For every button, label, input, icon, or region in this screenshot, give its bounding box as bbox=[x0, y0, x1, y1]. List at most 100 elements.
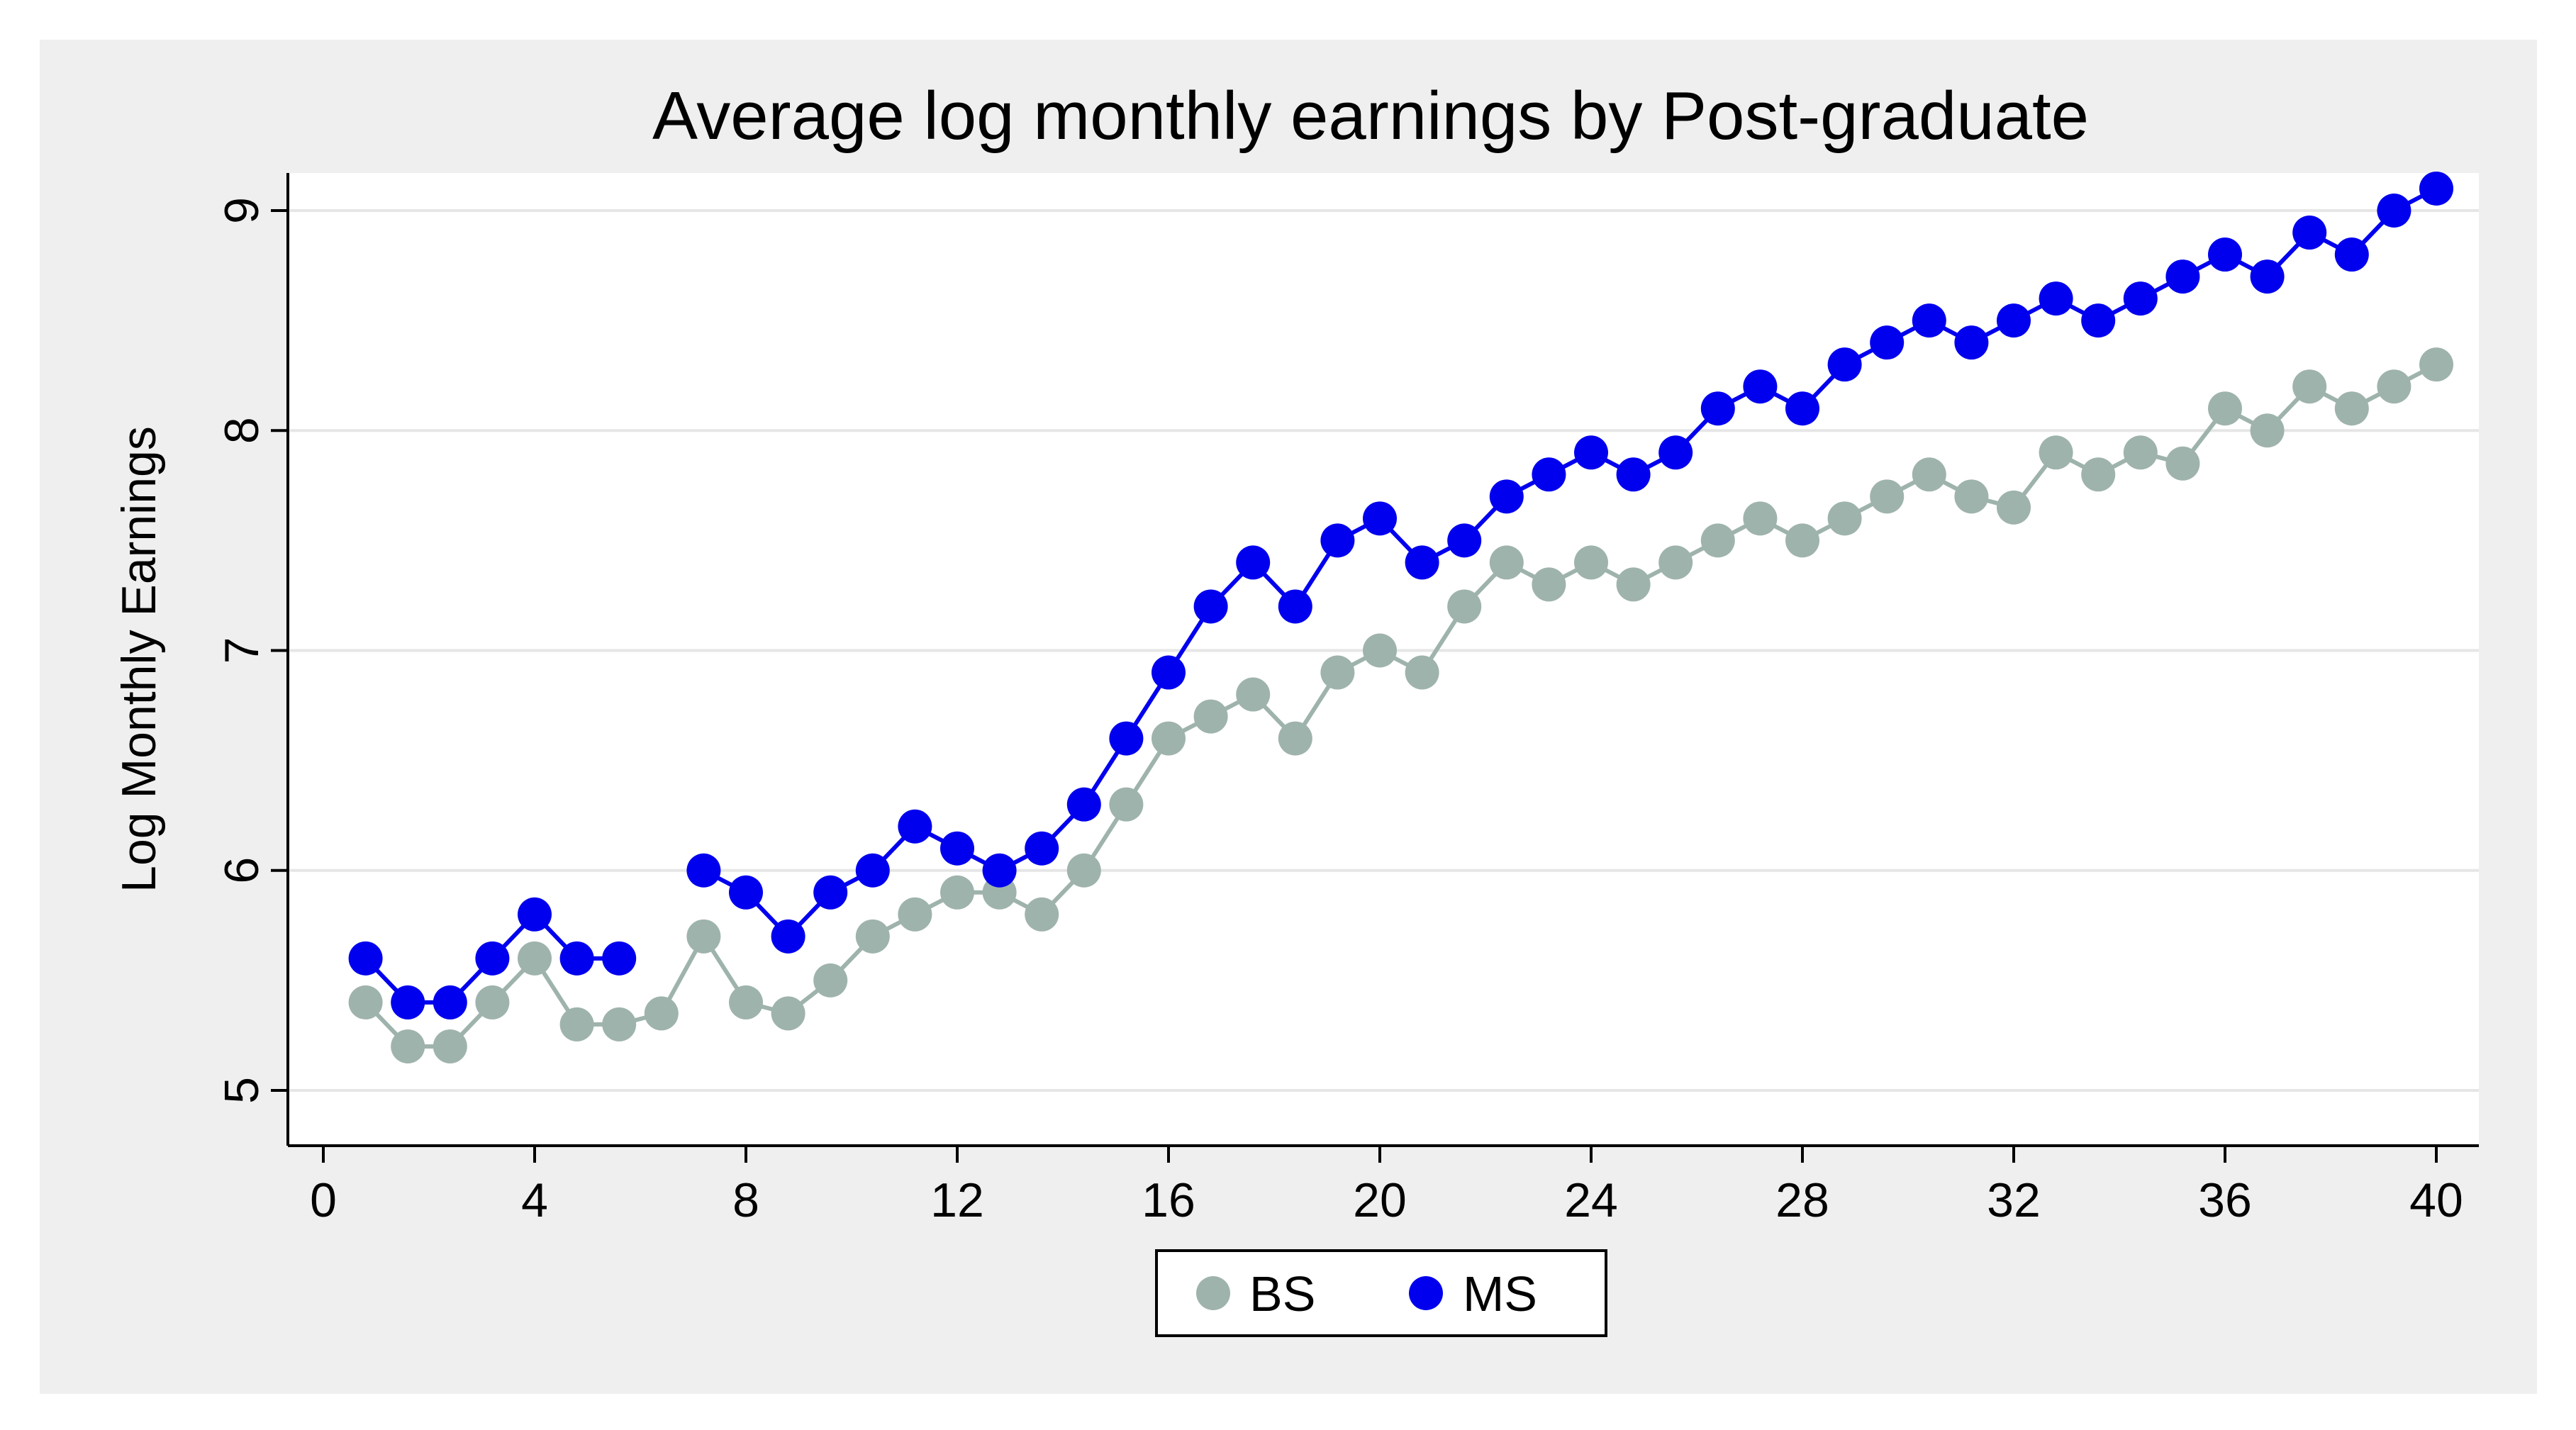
legend: BS MS bbox=[1155, 1249, 1607, 1337]
data-point-bs bbox=[1785, 523, 1819, 558]
x-tick-label: 4 bbox=[521, 1173, 548, 1227]
data-point-ms bbox=[391, 985, 425, 1020]
data-point-bs bbox=[348, 985, 383, 1020]
data-point-ms bbox=[2123, 281, 2158, 316]
data-point-ms bbox=[1658, 435, 1693, 470]
data-point-bs bbox=[1236, 677, 1271, 712]
data-point-ms bbox=[1109, 721, 1144, 756]
data-point-bs bbox=[644, 996, 679, 1031]
data-point-ms bbox=[982, 853, 1017, 888]
legend-box bbox=[1155, 1249, 1607, 1337]
data-point-ms bbox=[1152, 655, 1186, 690]
data-point-bs bbox=[1827, 501, 1862, 536]
data-point-bs bbox=[433, 1029, 467, 1063]
data-point-ms bbox=[855, 853, 890, 888]
legend-label-bs: BS bbox=[1249, 1266, 1315, 1322]
y-tick-label: 8 bbox=[215, 417, 269, 444]
x-tick-label: 40 bbox=[2409, 1173, 2463, 1227]
data-point-ms bbox=[1532, 457, 1566, 492]
data-point-ms bbox=[1827, 347, 1862, 382]
data-point-bs bbox=[1278, 721, 1312, 756]
data-point-ms bbox=[1320, 523, 1355, 558]
legend-marker-bs bbox=[1196, 1276, 1230, 1310]
data-point-ms bbox=[2165, 259, 2200, 294]
data-point-bs bbox=[686, 919, 721, 954]
data-point-bs bbox=[898, 897, 932, 932]
x-tick-label: 8 bbox=[732, 1173, 759, 1227]
data-point-ms bbox=[1954, 325, 1989, 360]
y-tick-label: 7 bbox=[215, 637, 269, 664]
data-point-ms bbox=[1700, 391, 1735, 426]
data-point-bs bbox=[1616, 567, 1651, 602]
legend-label-ms: MS bbox=[1463, 1266, 1537, 1322]
data-point-ms bbox=[1447, 523, 1482, 558]
data-point-bs bbox=[2250, 413, 2285, 448]
data-point-bs bbox=[1193, 699, 1228, 734]
x-tick-label: 0 bbox=[310, 1173, 337, 1227]
data-point-bs bbox=[1405, 655, 1439, 690]
data-point-ms bbox=[729, 875, 763, 910]
chart: Average log monthly earnings by Post-gra… bbox=[112, 78, 2479, 1337]
data-point-ms bbox=[1363, 501, 1397, 536]
data-point-bs bbox=[2039, 435, 2073, 470]
data-point-ms bbox=[1236, 545, 1271, 580]
data-point-bs bbox=[559, 1007, 594, 1041]
data-point-bs bbox=[2081, 457, 2116, 492]
data-point-bs bbox=[771, 996, 805, 1031]
data-point-bs bbox=[1743, 501, 1778, 536]
data-point-bs bbox=[2419, 347, 2453, 382]
data-point-bs bbox=[1109, 787, 1144, 822]
data-point-bs bbox=[1912, 457, 1946, 492]
series-layer bbox=[348, 171, 2453, 1063]
y-tick-label: 9 bbox=[215, 197, 269, 224]
data-point-bs bbox=[475, 985, 510, 1020]
chart-title: Average log monthly earnings by Post-gra… bbox=[652, 78, 2089, 154]
legend-marker-ms bbox=[1409, 1276, 1443, 1310]
data-point-bs bbox=[1363, 633, 1397, 668]
data-point-ms bbox=[1193, 589, 1228, 624]
y-tick-label: 5 bbox=[215, 1077, 269, 1104]
data-point-ms bbox=[1616, 457, 1651, 492]
x-tick-label: 16 bbox=[1142, 1173, 1195, 1227]
data-point-ms bbox=[1405, 545, 1439, 580]
data-point-bs bbox=[2292, 369, 2327, 404]
data-point-bs bbox=[1447, 589, 1482, 624]
x-axis-ticks: 0 4 8 12 16 20 24 28 32 36 40 bbox=[310, 1146, 2463, 1227]
data-point-bs bbox=[2123, 435, 2158, 470]
data-point-bs bbox=[1700, 523, 1735, 558]
x-tick-label: 20 bbox=[1353, 1173, 1407, 1227]
data-point-ms bbox=[771, 919, 805, 954]
x-tick-label: 24 bbox=[1564, 1173, 1618, 1227]
data-point-bs bbox=[2377, 369, 2411, 404]
data-point-ms bbox=[1743, 369, 1778, 404]
data-point-bs bbox=[1532, 567, 1566, 602]
data-point-bs bbox=[1066, 853, 1101, 888]
data-point-bs bbox=[729, 985, 763, 1020]
data-point-ms bbox=[1066, 787, 1101, 822]
data-point-bs bbox=[2208, 391, 2242, 426]
x-tick-label: 12 bbox=[930, 1173, 984, 1227]
data-point-ms bbox=[518, 897, 552, 932]
data-point-ms bbox=[475, 941, 510, 976]
data-point-ms bbox=[1912, 303, 1946, 338]
data-point-ms bbox=[602, 941, 637, 976]
data-point-ms bbox=[433, 985, 467, 1020]
data-point-bs bbox=[1152, 721, 1186, 756]
chart-background: Average log monthly earnings by Post-gra… bbox=[40, 40, 2537, 1394]
data-point-ms bbox=[2250, 259, 2285, 294]
data-point-bs bbox=[602, 1007, 637, 1041]
data-point-bs bbox=[1997, 490, 2031, 525]
data-point-ms bbox=[2292, 216, 2327, 250]
data-point-ms bbox=[559, 941, 594, 976]
data-point-bs bbox=[1954, 479, 1989, 514]
data-point-ms bbox=[2419, 171, 2453, 206]
data-point-ms bbox=[940, 831, 974, 866]
data-point-bs bbox=[1658, 545, 1693, 580]
y-axis-ticks: 5 6 7 8 9 bbox=[215, 197, 288, 1104]
data-point-ms bbox=[1870, 325, 1905, 360]
x-tick-label: 32 bbox=[1987, 1173, 2041, 1227]
data-point-bs bbox=[391, 1029, 425, 1063]
data-point-bs bbox=[1025, 897, 1059, 932]
data-point-ms bbox=[686, 853, 721, 888]
data-point-bs bbox=[518, 941, 552, 976]
